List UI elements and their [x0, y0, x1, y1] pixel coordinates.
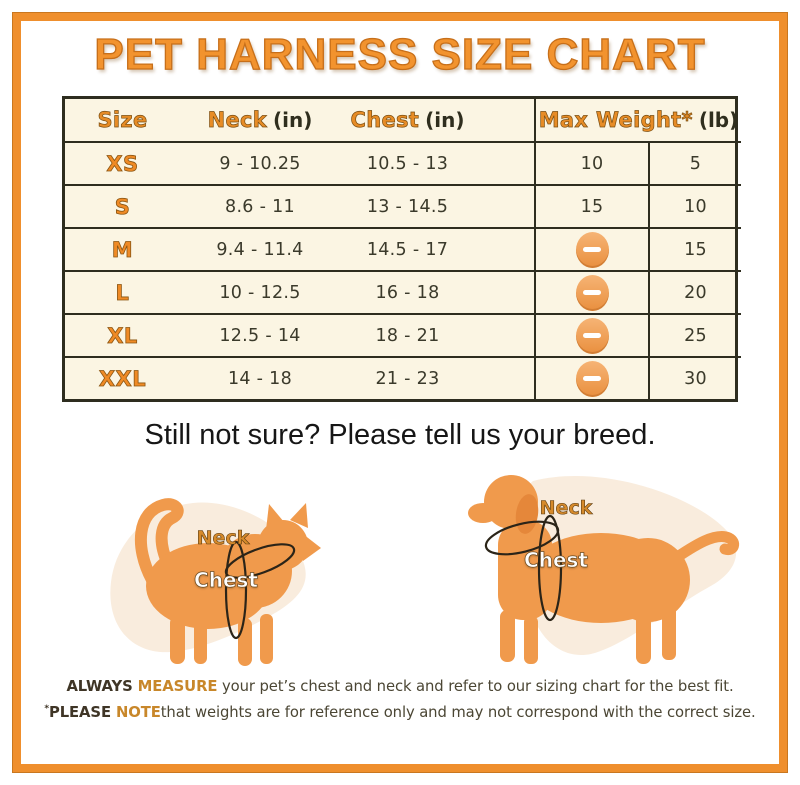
orange-border-frame [13, 13, 787, 772]
minus-circle-icon [575, 360, 609, 397]
dog-silhouette [468, 475, 740, 664]
column-header-neck-unit: (in) [273, 108, 313, 132]
table-row-l-neck: 10 - 12.5 [180, 270, 340, 313]
table-row-l-size: L [65, 270, 180, 313]
size-chart-table: Size Neck (in) Chest (in) Max Weight* (l… [62, 96, 741, 402]
max-weight-value: 10 [684, 196, 707, 217]
neck-range: 12.5 - 14 [219, 325, 301, 346]
table-row-xxl-weight1 [534, 356, 648, 399]
table-row-l-weight2: 20 [648, 270, 741, 313]
dog-chest-label: Chest [524, 548, 589, 573]
table-row-s-size: S [65, 184, 180, 227]
table-row-xs-neck: 9 - 10.25 [180, 141, 340, 184]
subtitle-breed-question: Still not sure? Please tell us your bree… [144, 419, 656, 451]
dog-neck-label: Neck [539, 497, 593, 520]
chest-range: 18 - 21 [375, 325, 440, 346]
chest-range: 21 - 23 [375, 368, 440, 389]
table-row-xl-neck: 12.5 - 14 [180, 313, 340, 356]
footnote-line-2-text: that weights are for reference only and … [160, 704, 756, 721]
chest-range: 14.5 - 17 [366, 239, 449, 260]
dog-illustration [468, 475, 740, 664]
dog-chest-measure-line [537, 514, 563, 622]
column-header-size: Size [65, 99, 180, 141]
column-header-chest-unit: (in) [425, 108, 465, 132]
footnote-line-2: *PLEASE NOTEthat weights are for referenc… [0, 698, 800, 724]
minus-circle-icon [575, 274, 609, 311]
table-row-s-chest: 13 - 14.5 [340, 184, 534, 227]
max-weight-value: 20 [684, 282, 707, 303]
column-header-chest-label: Chest [350, 108, 420, 133]
footnote: ALWAYS MEASURE your pet’s chest and neck … [0, 676, 800, 724]
size-value: L [115, 280, 130, 305]
minus-circle-icon [575, 317, 609, 354]
cat-silhouette [134, 498, 321, 666]
max-weight-value: 5 [689, 153, 702, 174]
column-header-max-weight-unit: (lb) [698, 108, 739, 132]
table-row-xs-weight2: 5 [648, 141, 741, 184]
table-row-l-weight1 [534, 270, 648, 313]
size-value: XL [107, 323, 138, 348]
neck-range: 9 - 10.25 [219, 153, 301, 174]
neck-range: 10 - 12.5 [219, 282, 301, 303]
table-row-xxl-size: XXL [65, 356, 180, 399]
footnote-line-1-text: your pet’s chest and neck and refer to o… [217, 678, 734, 695]
footnote-measure-label: MEASURE [137, 678, 218, 695]
cat-chest-label: Chest [194, 568, 259, 593]
table-row-s-weight1: 15 [534, 184, 648, 227]
max-weight-value: 25 [684, 325, 707, 346]
footnote-always-label: ALWAYS [66, 678, 133, 695]
max-weight-value: 15 [580, 196, 604, 217]
table-row-m-weight1 [534, 227, 648, 270]
neck-range: 9.4 - 11.4 [216, 239, 304, 260]
table-row-xl-chest: 18 - 21 [340, 313, 534, 356]
footnote-line-1: ALWAYS MEASURE your pet’s chest and neck … [0, 676, 800, 698]
table-row-xxl-chest: 21 - 23 [340, 356, 534, 399]
size-value: XXL [98, 366, 147, 391]
footnote-please-label: PLEASE [48, 704, 111, 721]
column-header-neck-label: Neck [207, 108, 268, 133]
page-title: PET HARNESS SIZE CHART [94, 29, 706, 79]
footnote-asterisk-mark: * [44, 704, 49, 714]
table-row-xs-weight1: 10 [534, 141, 648, 184]
cat-illustration [110, 498, 321, 666]
table-row-m-chest: 14.5 - 17 [340, 227, 534, 270]
neck-range: 14 - 18 [227, 368, 293, 389]
table-row-s-weight2: 10 [648, 184, 741, 227]
chest-range: 10.5 - 13 [366, 153, 449, 174]
max-weight-value: 30 [684, 368, 707, 389]
max-weight-value: 10 [580, 153, 604, 174]
column-header-max-weight-label: Max Weight* [538, 108, 693, 133]
chest-range: 16 - 18 [375, 282, 440, 303]
table-row-xs-size: XS [65, 141, 180, 184]
cat-neck-label: Neck [196, 527, 250, 550]
table-row-m-neck: 9.4 - 11.4 [180, 227, 340, 270]
size-value: XS [106, 151, 139, 176]
table-row-xl-weight1 [534, 313, 648, 356]
column-header-size-label: Size [97, 108, 148, 133]
size-value: S [114, 194, 131, 219]
cat-chest-measure-line [224, 540, 248, 640]
neck-range: 8.6 - 11 [225, 196, 295, 217]
dog-measurement-diagram: Neck Chest [438, 450, 768, 670]
footnote-note-label: NOTE [115, 704, 161, 721]
table-row-m-weight2: 15 [648, 227, 741, 270]
size-value: M [111, 237, 134, 262]
minus-circle-icon [575, 231, 609, 268]
table-row-l-chest: 16 - 18 [340, 270, 534, 313]
column-header-max-weight: Max Weight* (lb) [534, 99, 741, 141]
table-row-xl-weight2: 25 [648, 313, 741, 356]
table-row-xl-size: XL [65, 313, 180, 356]
max-weight-value: 15 [684, 239, 707, 260]
table-row-xxl-weight2: 30 [648, 356, 741, 399]
cat-measurement-diagram: Neck Chest [90, 468, 400, 673]
table-row-xxl-neck: 14 - 18 [180, 356, 340, 399]
table-row-s-neck: 8.6 - 11 [180, 184, 340, 227]
table-row-xs-chest: 10.5 - 13 [340, 141, 534, 184]
column-header-chest: Chest (in) [340, 99, 534, 141]
chest-range: 13 - 14.5 [366, 196, 449, 217]
table-row-m-size: M [65, 227, 180, 270]
column-header-neck: Neck (in) [180, 99, 340, 141]
